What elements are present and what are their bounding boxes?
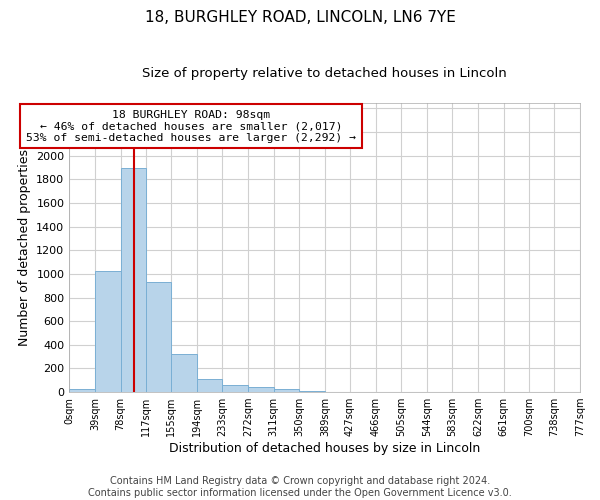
Title: Size of property relative to detached houses in Lincoln: Size of property relative to detached ho…: [142, 68, 507, 80]
Bar: [274, 389, 299, 392]
Bar: [197, 379, 223, 392]
Bar: [121, 168, 146, 392]
Bar: [95, 271, 121, 392]
Bar: [223, 385, 248, 392]
Bar: [171, 354, 197, 392]
Y-axis label: Number of detached properties: Number of detached properties: [17, 149, 31, 346]
Text: 18 BURGHLEY ROAD: 98sqm
← 46% of detached houses are smaller (2,017)
53% of semi: 18 BURGHLEY ROAD: 98sqm ← 46% of detache…: [26, 110, 356, 143]
Bar: [146, 282, 171, 392]
Bar: [69, 389, 95, 392]
Text: 18, BURGHLEY ROAD, LINCOLN, LN6 7YE: 18, BURGHLEY ROAD, LINCOLN, LN6 7YE: [145, 10, 455, 25]
Text: Contains HM Land Registry data © Crown copyright and database right 2024.
Contai: Contains HM Land Registry data © Crown c…: [88, 476, 512, 498]
X-axis label: Distribution of detached houses by size in Lincoln: Distribution of detached houses by size …: [169, 442, 480, 455]
Bar: [248, 388, 274, 392]
